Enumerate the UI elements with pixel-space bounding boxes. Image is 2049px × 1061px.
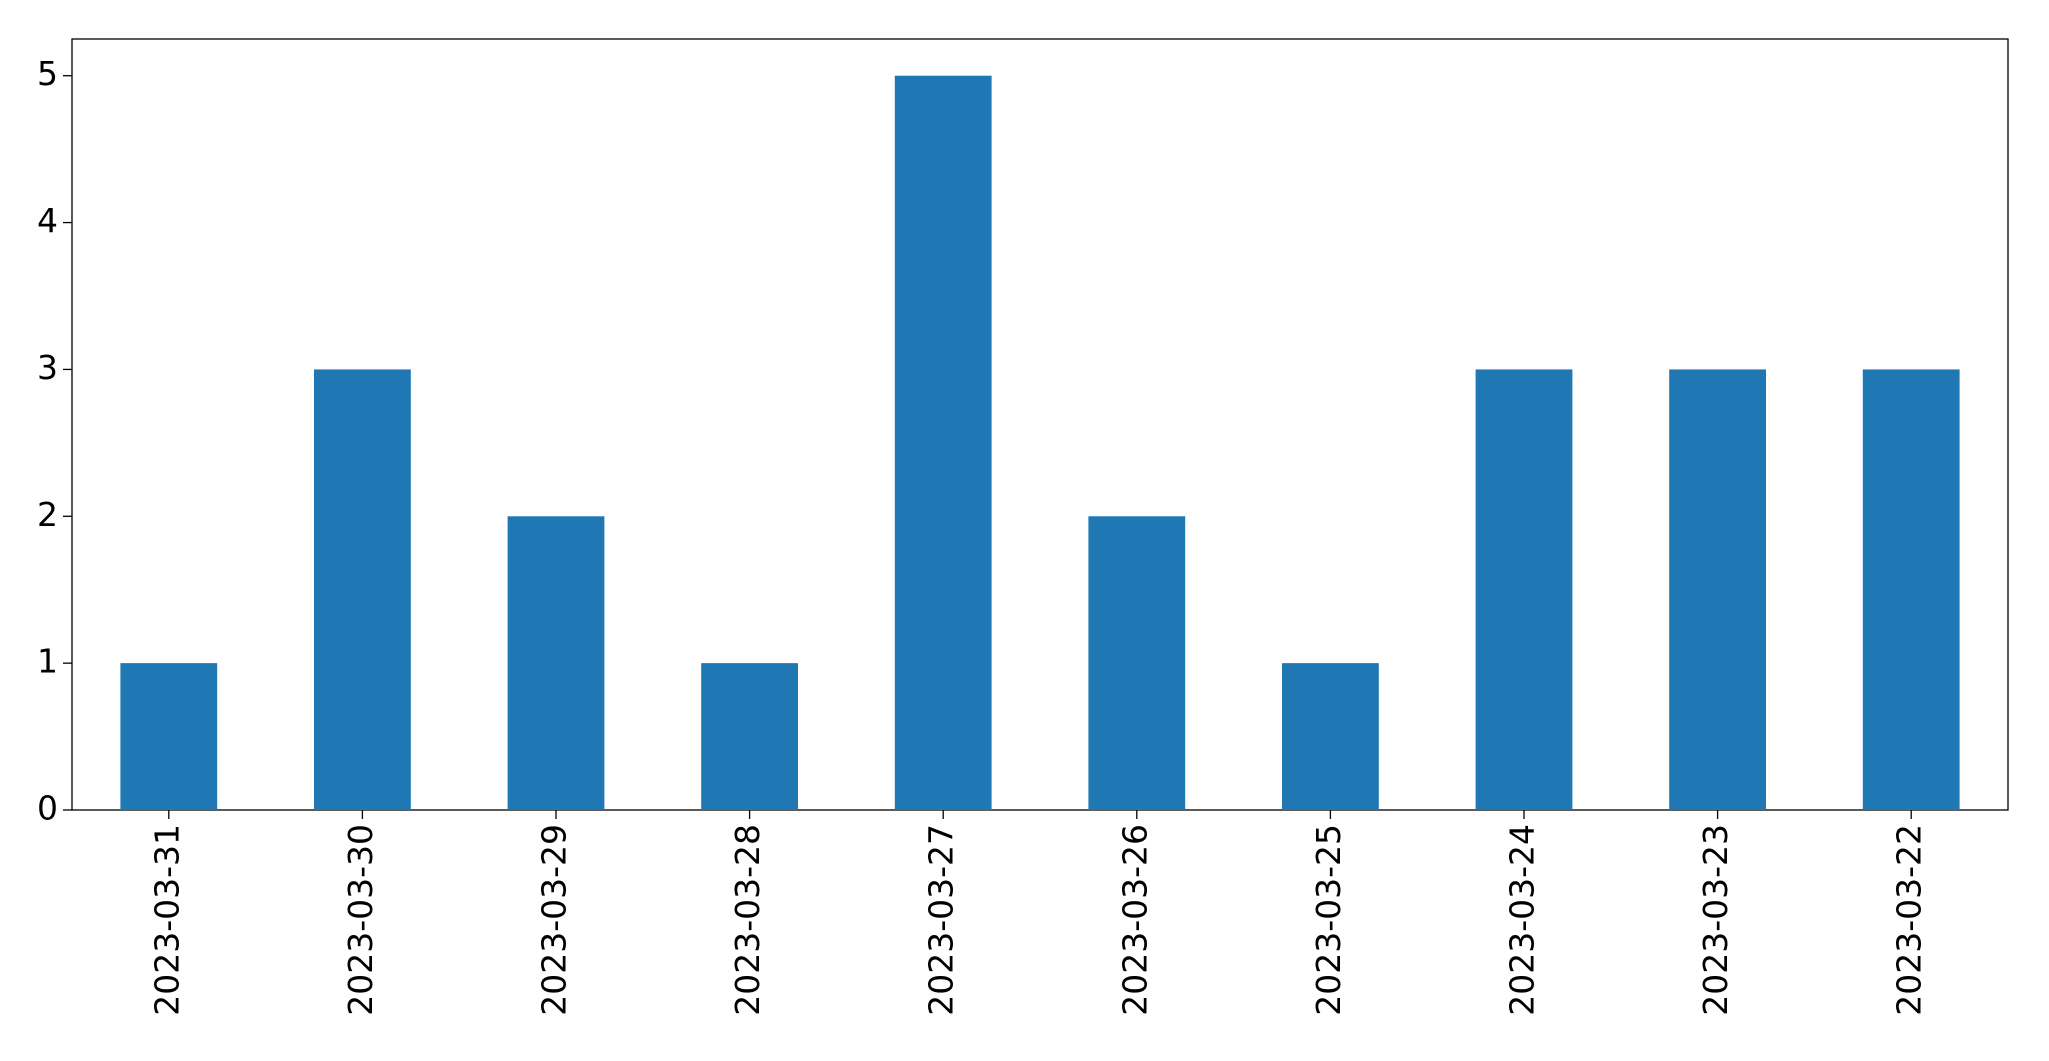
- x-tick-label: 2023-03-28: [728, 824, 767, 1016]
- y-tick-label: 1: [37, 642, 58, 681]
- bar: [1862, 369, 1960, 810]
- x-tick-label: 2023-03-27: [922, 824, 961, 1016]
- bar: [1669, 369, 1766, 810]
- bar: [894, 75, 992, 810]
- x-tick-label: 2023-03-22: [1890, 824, 1929, 1016]
- y-tick-label: 0: [37, 789, 58, 828]
- x-tick-label: 2023-03-26: [1115, 824, 1154, 1016]
- x-tick-label: 2023-03-25: [1309, 824, 1348, 1016]
- y-tick-label: 3: [37, 348, 58, 387]
- bar: [1088, 516, 1186, 810]
- x-tick-label: 2023-03-30: [341, 824, 380, 1016]
- bar: [1282, 663, 1379, 810]
- bar: [701, 663, 798, 810]
- y-tick-label: 5: [37, 54, 58, 93]
- y-tick-label: 4: [37, 201, 58, 240]
- x-tick-label: 2023-03-29: [535, 824, 574, 1016]
- y-tick-label: 2: [37, 495, 58, 534]
- bar: [507, 516, 605, 810]
- bar: [1475, 369, 1573, 810]
- x-tick-label: 2023-03-23: [1696, 824, 1735, 1016]
- x-tick-label: 2023-03-24: [1503, 824, 1542, 1016]
- x-tick-label: 2023-03-31: [147, 824, 186, 1016]
- bar: [314, 369, 411, 810]
- plot-frame: [71, 38, 2009, 811]
- bar: [120, 663, 218, 810]
